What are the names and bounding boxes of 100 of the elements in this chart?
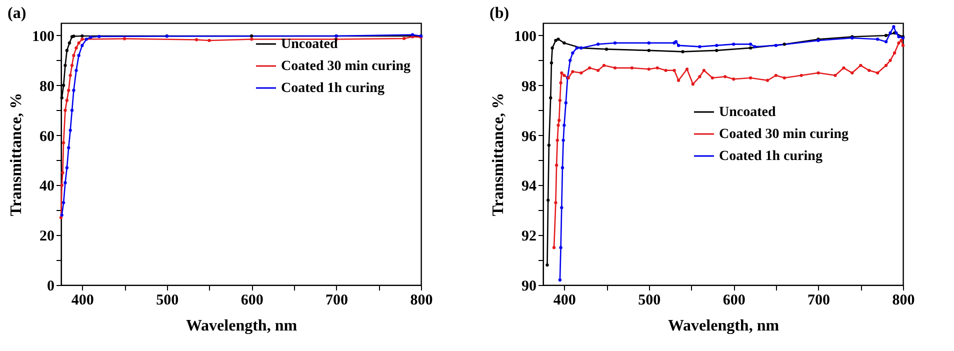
point: [59, 216, 63, 220]
point: [61, 171, 64, 174]
point: [876, 38, 880, 41]
point: [562, 124, 566, 127]
point: [774, 44, 778, 48]
x-tick-label: 600: [722, 292, 746, 308]
point: [850, 71, 854, 74]
point: [715, 44, 718, 48]
point: [558, 278, 562, 282]
y-tick-label: 20: [40, 228, 54, 245]
x-tick-label: 400: [553, 292, 576, 308]
y-tick-label: 100: [514, 28, 536, 45]
chart-title: (a): [8, 5, 26, 22]
point: [897, 41, 900, 45]
point: [859, 64, 862, 67]
point: [676, 44, 680, 48]
point: [72, 54, 76, 58]
point: [715, 48, 718, 52]
point: [62, 141, 66, 144]
legend-label: Coated 30 min curing: [281, 59, 410, 74]
point: [897, 35, 900, 38]
point: [77, 54, 80, 58]
point: [77, 41, 80, 45]
point: [834, 74, 837, 77]
point: [656, 66, 659, 70]
point: [613, 66, 617, 70]
point: [62, 201, 66, 204]
point: [70, 108, 74, 112]
point: [564, 101, 568, 104]
point: [547, 144, 551, 147]
point: [554, 164, 558, 167]
point: [65, 166, 69, 170]
point: [402, 36, 406, 40]
point: [64, 108, 67, 112]
point: [676, 78, 680, 82]
point: [800, 74, 803, 77]
legend-label: Uncoated: [281, 37, 338, 52]
y-tick-label: 100: [32, 28, 54, 45]
point: [89, 36, 92, 39]
point: [560, 166, 564, 170]
x-tick-label: 700: [326, 292, 348, 308]
point: [562, 41, 566, 45]
point: [552, 246, 556, 250]
point: [691, 82, 695, 86]
point: [884, 64, 888, 67]
x-axis-title: Wavelength, nm: [186, 318, 298, 334]
point: [67, 88, 70, 92]
point: [546, 263, 549, 267]
point: [681, 50, 684, 54]
y-tick-label: 40: [40, 178, 54, 195]
point: [884, 40, 888, 44]
point: [732, 78, 736, 81]
point: [70, 64, 74, 67]
point: [732, 42, 736, 46]
x-tick-label: 800: [892, 292, 915, 308]
point: [753, 45, 756, 48]
point: [647, 48, 650, 52]
point: [72, 88, 76, 92]
legend-label: Coated 30 min curing: [719, 127, 848, 142]
point: [892, 51, 896, 55]
point: [68, 74, 72, 77]
point: [80, 38, 84, 41]
legend-label: Coated 1h curing: [281, 81, 384, 96]
y-axis-title: Transmittance, %: [490, 92, 507, 216]
x-tick-label: 400: [71, 292, 94, 308]
point: [559, 81, 562, 84]
point: [550, 61, 554, 64]
point: [556, 138, 559, 142]
point: [588, 66, 592, 70]
point: [554, 201, 558, 204]
point: [559, 246, 562, 250]
point: [884, 34, 888, 38]
legend-label: Coated 1h curing: [719, 149, 822, 164]
point: [65, 48, 69, 52]
point: [60, 214, 64, 217]
point: [84, 38, 88, 41]
point: [74, 68, 78, 72]
point: [554, 38, 558, 42]
point: [549, 96, 552, 100]
point: [560, 206, 564, 210]
point: [647, 68, 650, 71]
point: [580, 71, 583, 74]
point: [562, 138, 565, 142]
point: [748, 76, 752, 80]
point: [122, 37, 126, 40]
point: [900, 38, 903, 42]
point: [698, 75, 702, 78]
point: [558, 118, 561, 122]
point: [766, 78, 770, 82]
x-tick-label: 500: [156, 292, 179, 308]
point: [556, 124, 560, 127]
point: [60, 184, 64, 187]
y-tick-label: 98: [522, 78, 536, 95]
x-axis-title: Wavelength, nm: [668, 318, 780, 334]
point: [602, 64, 606, 67]
point: [702, 68, 706, 72]
point: [250, 38, 254, 41]
point: [250, 34, 254, 38]
point: [74, 46, 78, 50]
point: [575, 46, 578, 50]
